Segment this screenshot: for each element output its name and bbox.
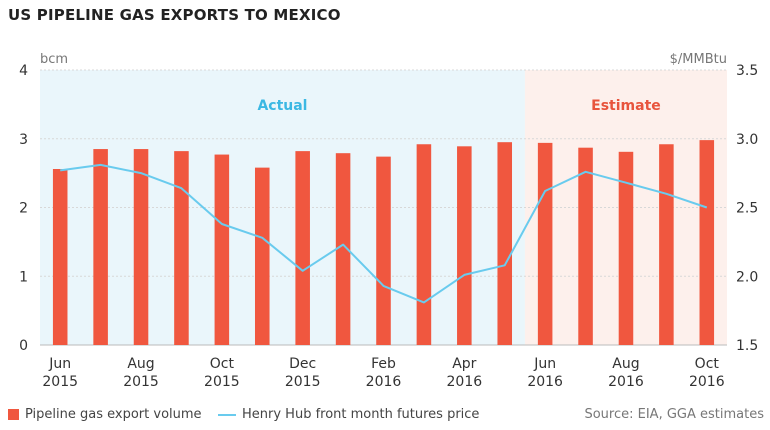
- x-tick-year: 2016: [527, 374, 563, 390]
- x-tick-year: 2015: [42, 374, 78, 390]
- legend-swatch-line: [218, 413, 236, 416]
- chart-plot: Actual Estimate 0 1 2 3 4 1.5 2.0 2.5 3.0 3.5 bcm $/M…: [19, 52, 758, 390]
- bar: [214, 154, 230, 345]
- x-tick-year: 2016: [689, 374, 725, 390]
- bar: [93, 149, 108, 345]
- bar: [699, 140, 715, 345]
- legend-label-line: Henry Hub front month futures price: [242, 407, 480, 422]
- source-note: Source: EIA, GGA estimates: [584, 407, 764, 422]
- x-tick-month: Dec: [289, 356, 316, 372]
- bar: [376, 156, 391, 345]
- bar: [133, 149, 149, 345]
- x-tick-month: Jun: [48, 356, 71, 372]
- y2-tick-label: 1.5: [736, 338, 758, 354]
- bar: [416, 144, 432, 345]
- bar: [457, 146, 472, 345]
- x-tick-year: 2016: [447, 374, 483, 390]
- x-tick-year: 2015: [285, 374, 321, 390]
- bar: [537, 142, 553, 345]
- bar: [295, 151, 310, 345]
- legend-swatch-bars: [8, 409, 19, 420]
- x-tick-month: Oct: [695, 356, 720, 372]
- y-tick-label: 1: [19, 269, 28, 285]
- chart-footer: Pipeline gas export volume Henry Hub fro…: [8, 407, 764, 425]
- x-tick-month: Aug: [612, 356, 639, 372]
- x-tick-year: 2016: [366, 374, 402, 390]
- x-tick-month: Jun: [533, 356, 556, 372]
- y-tick-label: 3: [19, 132, 28, 148]
- y-tick-label: 0: [19, 338, 28, 354]
- bar: [497, 142, 513, 345]
- bar: [578, 147, 593, 345]
- x-tick-month: Apr: [452, 356, 476, 372]
- y-tick-label: 4: [19, 63, 28, 79]
- x-tick-month: Feb: [371, 356, 396, 372]
- x-tick-year: 2016: [608, 374, 644, 390]
- estimate-label: Estimate: [591, 98, 661, 114]
- legend-label-bars: Pipeline gas export volume: [25, 407, 202, 422]
- y-axis-unit: bcm: [40, 52, 68, 67]
- y2-axis-unit: $/MMBtu: [670, 52, 727, 67]
- y2-tick-label: 3.0: [736, 132, 758, 148]
- bar: [335, 153, 351, 345]
- x-tick-year: 2015: [123, 374, 159, 390]
- chart-title: US PIPELINE GAS EXPORTS TO MEXICO: [8, 6, 341, 24]
- y2-tick-label: 2.5: [736, 201, 758, 217]
- y2-tick-label: 2.0: [736, 269, 758, 285]
- price-line: [60, 163, 708, 304]
- x-tick-year: 2015: [204, 374, 240, 390]
- x-tick-month: Oct: [210, 356, 235, 372]
- bar: [174, 151, 189, 345]
- actual-label: Actual: [257, 98, 307, 114]
- bar: [659, 144, 674, 345]
- bar: [254, 167, 270, 345]
- legend-item-line: Henry Hub front month futures price: [218, 407, 479, 422]
- bar: [618, 151, 634, 345]
- y2-tick-label: 3.5: [736, 63, 758, 79]
- bar: [52, 169, 68, 345]
- y-tick-label: 2: [19, 201, 28, 217]
- x-tick-month: Aug: [127, 356, 154, 372]
- legend-item-bars: Pipeline gas export volume: [8, 407, 202, 422]
